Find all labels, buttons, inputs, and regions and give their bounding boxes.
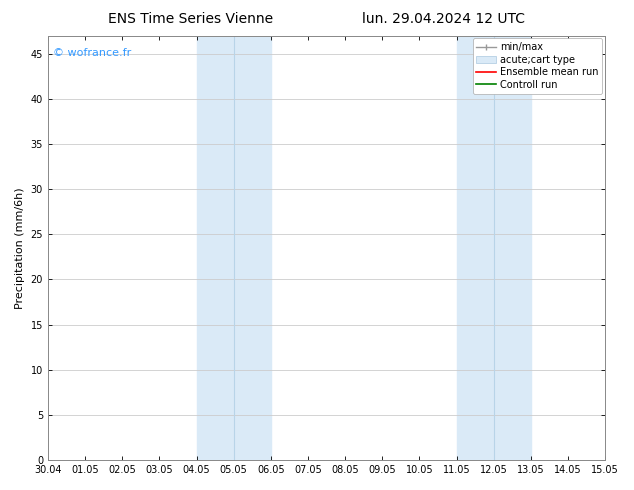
Text: lun. 29.04.2024 12 UTC: lun. 29.04.2024 12 UTC [362,12,526,26]
Legend: min/max, acute;cart type, Ensemble mean run, Controll run: min/max, acute;cart type, Ensemble mean … [472,39,602,94]
Bar [197,36,271,460]
Text: ENS Time Series Vienne: ENS Time Series Vienne [108,12,273,26]
Y-axis label: Precipitation (mm/6h): Precipitation (mm/6h) [15,187,25,309]
Bar [456,36,531,460]
Text: © wofrance.fr: © wofrance.fr [53,49,132,58]
